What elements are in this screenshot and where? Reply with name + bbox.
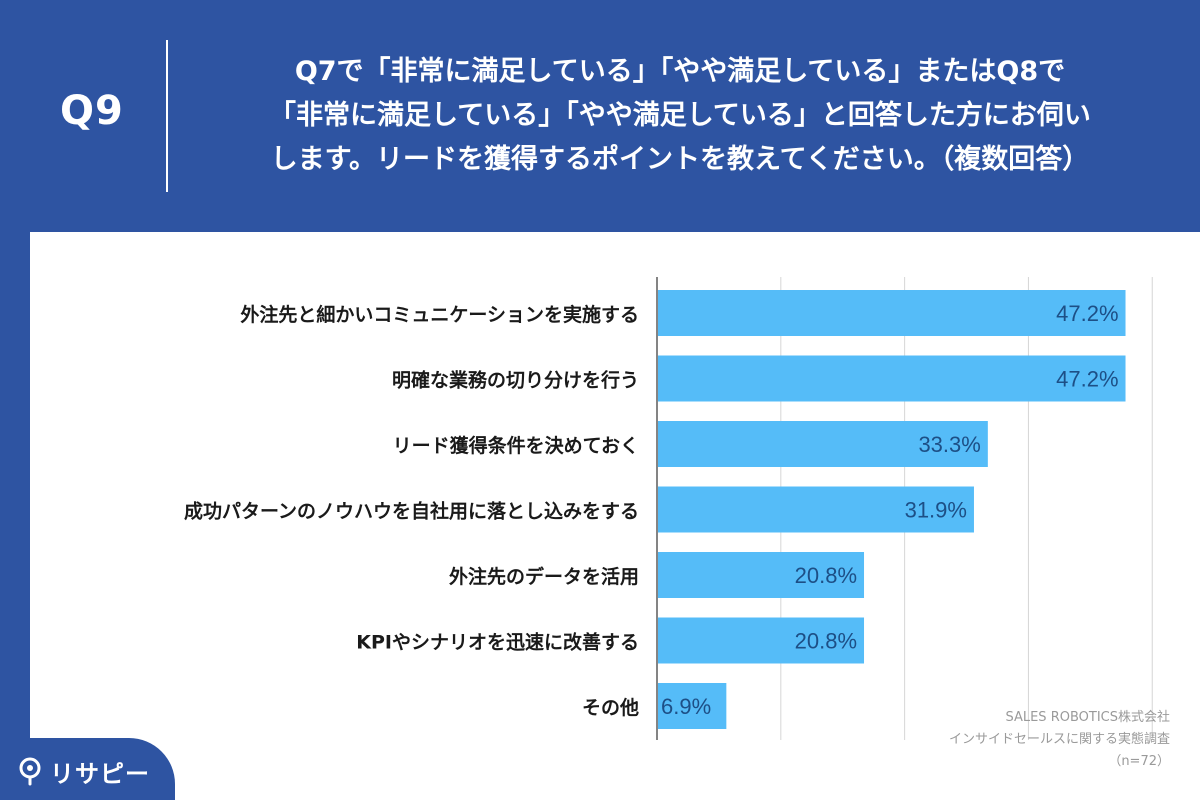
category-label-4: 成功パターンのノウハウを自社用に落とし込みをする [184, 500, 639, 523]
value-label-3: 33.3% [918, 432, 980, 457]
question-text: Q7で「非常に満足している」「やや満足している」またはQ8で 「非常に満足してい… [185, 50, 1175, 182]
category-label-7: その他 [582, 696, 639, 719]
source-credit: SALES ROBOTICS株式会社 インサイドセールスに関する実態調査 （n=… [949, 707, 1170, 773]
brand-name: リサピー [50, 759, 150, 788]
bar-2 [658, 355, 1126, 402]
bar-3 [658, 421, 988, 467]
credit-sample: （n=72） [1108, 754, 1170, 769]
category-label-1: 外注先と細かいコミュニケーションを実施する [240, 303, 639, 326]
location-pin-icon [19, 757, 41, 786]
brand-logo: リサピー [16, 755, 150, 788]
category-label-6: KPIやシナリオを迅速に改善する [356, 631, 639, 654]
chart-panel: 外注先と細かいコミュニケーションを実施する 47.2% 明確な業務の切り分けを行う 4… [30, 232, 1200, 800]
question-number: Q9 [60, 88, 124, 134]
value-label-1: 47.2% [1056, 301, 1118, 326]
credit-survey: インサイドセールスに関する実態調査 [948, 732, 1170, 747]
bar-chart: 外注先と細かいコミュニケーションを実施する 47.2% 明確な業務の切り分けを行う 4… [184, 277, 1153, 740]
header-divider [166, 40, 168, 192]
category-label-3: リード獲得条件を決めておく [393, 434, 639, 457]
value-label-2: 47.2% [1056, 367, 1118, 392]
question-line-1: Q7で「非常に満足している」「やや満足している」またはQ8で [294, 56, 1066, 87]
value-label-4: 31.9% [905, 498, 967, 523]
category-label-5: 外注先のデータを活用 [449, 565, 639, 588]
bar-6 [658, 617, 865, 664]
question-line-2: 「非常に満足している」「やや満足している」と回答した方にお伺い [269, 100, 1091, 131]
value-label-7: 6.9% [661, 694, 711, 719]
bar-5 [658, 552, 865, 598]
category-label-2: 明確な業務の切り分けを行う [392, 369, 639, 392]
bar-1 [658, 290, 1126, 336]
bar-7 [658, 683, 727, 729]
question-header: Q9 Q7で「非常に満足している」「やや満足している」またはQ8で 「非常に満足… [0, 0, 1200, 230]
question-line-3: します。リードを獲得するポイントを教えてください。（複数回答） [270, 144, 1090, 175]
value-label-5: 20.8% [795, 563, 857, 588]
credit-company: SALES ROBOTICS株式会社 [1005, 710, 1170, 725]
value-label-6: 20.8% [795, 629, 857, 654]
bar-4 [658, 486, 974, 533]
